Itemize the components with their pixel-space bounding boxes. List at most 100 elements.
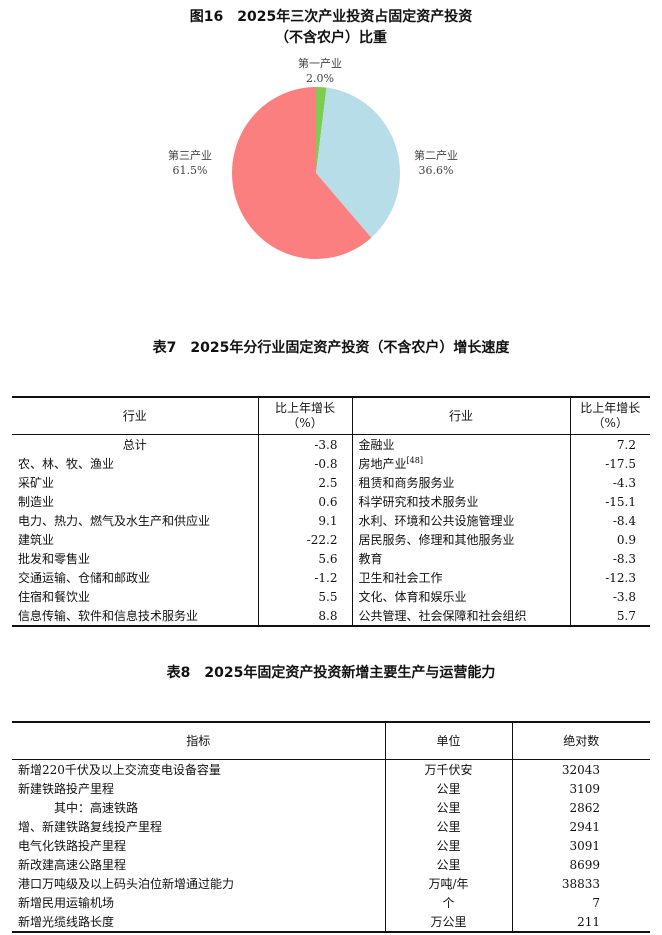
indicator-name: 新增民用运输机场 xyxy=(18,896,115,910)
header-indicator: 指标 xyxy=(12,722,385,760)
growth-value: -0.8 xyxy=(257,454,352,473)
table-row: 其中：高速铁路 公里 2862 xyxy=(12,798,650,817)
industry-name: 房地产业[48] xyxy=(351,454,570,473)
growth-value: 0.6 xyxy=(257,492,352,511)
header-growth: 比上年增长 （%） xyxy=(569,397,650,435)
unit: 公里 xyxy=(384,855,512,874)
absolute-value: 38833 xyxy=(511,874,650,893)
figure-title-line1: 图16 2025年三次产业投资占固定资产投资 xyxy=(189,9,473,25)
table8: 指标 单位 绝对数 新增220千伏及以上交流变电设备容量 万千伏安 32043 新… xyxy=(12,721,650,933)
table-row: 农、林、牧、渔业 -0.8 房地产业[48] -17.5 xyxy=(12,454,650,473)
indicator-name: 新增220千伏及以上交流变电设备容量 xyxy=(18,763,221,777)
header-unit: 单位 xyxy=(384,722,512,760)
industry-name: 交通运输、仓储和邮政业 xyxy=(18,571,151,585)
indicator-name: 其中：高速铁路 xyxy=(54,801,139,815)
table-row: 批发和零售业 5.6 教育 -8.3 xyxy=(12,549,650,568)
industry-name: 电力、热力、燃气及水生产和供应业 xyxy=(18,514,211,528)
growth-value: -12.3 xyxy=(569,568,650,587)
table-row: 电力、热力、燃气及水生产和供应业 9.1 水利、环境和公共设施管理业 -8.4 xyxy=(12,511,650,530)
absolute-value: 7 xyxy=(511,893,650,912)
industry-name: 农、林、牧、渔业 xyxy=(18,457,115,471)
growth-value: -8.3 xyxy=(569,549,650,568)
header-growth: 比上年增长 （%） xyxy=(257,397,352,435)
unit: 公里 xyxy=(384,798,512,817)
slice-value-secondary: 36.6% xyxy=(418,164,454,177)
growth-value: 5.6 xyxy=(257,549,352,568)
growth-value: 7.2 xyxy=(569,434,650,454)
slice-value-tertiary: 61.5% xyxy=(172,164,208,177)
unit: 公里 xyxy=(384,836,512,855)
growth-value: 5.7 xyxy=(569,606,650,626)
header-absolute: 绝对数 xyxy=(511,722,650,760)
table-row: 电气化铁路投产里程 公里 3091 xyxy=(12,836,650,855)
growth-value: -17.5 xyxy=(569,454,650,473)
growth-value: 9.1 xyxy=(257,511,352,530)
absolute-value: 211 xyxy=(511,912,650,932)
unit: 万吨/年 xyxy=(384,874,512,893)
table-row: 新增光缆线路长度 万公里 211 xyxy=(12,912,650,932)
absolute-value: 2862 xyxy=(511,798,650,817)
industry-name: 卫生和社会工作 xyxy=(351,568,570,587)
table-row: 新增220千伏及以上交流变电设备容量 万千伏安 32043 xyxy=(12,759,650,779)
table-row: 制造业 0.6 科学研究和技术服务业 -15.1 xyxy=(12,492,650,511)
industry-name: 金融业 xyxy=(351,434,570,454)
industry-name: 采矿业 xyxy=(18,476,55,490)
unit: 公里 xyxy=(384,779,512,798)
industry-name: 租赁和商务服务业 xyxy=(351,473,570,492)
absolute-value: 32043 xyxy=(511,759,650,779)
unit: 万千伏安 xyxy=(384,759,512,779)
industry-name: 居民服务、修理和其他服务业 xyxy=(351,530,570,549)
absolute-value: 3109 xyxy=(511,779,650,798)
unit: 万公里 xyxy=(384,912,512,932)
slice-secondary xyxy=(316,87,401,238)
table7-title: 表7 2025年分行业固定资产投资（不含农户）增长速度 xyxy=(152,340,510,356)
growth-value: -3.8 xyxy=(257,434,352,454)
table-row: 增、新建铁路复线投产里程 公里 2941 xyxy=(12,817,650,836)
industry-name: 公共管理、社会保障和社会组织 xyxy=(351,606,570,626)
absolute-value: 2941 xyxy=(511,817,650,836)
slice-tertiary xyxy=(232,87,372,259)
unit: 公里 xyxy=(384,817,512,836)
pie-chart xyxy=(232,87,401,259)
header-industry: 行业 xyxy=(351,397,570,435)
table-row: 采矿业 2.5 租赁和商务服务业 -4.3 xyxy=(12,473,650,492)
industry-name: 建筑业 xyxy=(18,533,55,547)
table7: 行业 比上年增长 （%） 行业 比上年增长 （%） 总计 -3.8 金融业 7.2 农… xyxy=(12,396,650,627)
indicator-name: 新改建高速公路里程 xyxy=(18,858,127,872)
unit: 个 xyxy=(384,893,512,912)
indicator-name: 新建铁路投产里程 xyxy=(18,782,115,796)
slice-label-primary: 第一产业 xyxy=(298,57,342,70)
growth-value: -4.3 xyxy=(569,473,650,492)
table-row: 港口万吨级及以上码头泊位新增通过能力 万吨/年 38833 xyxy=(12,874,650,893)
table-row: 新增民用运输机场 个 7 xyxy=(12,893,650,912)
industry-name: 制造业 xyxy=(18,495,55,509)
table-row: 总计 -3.8 金融业 7.2 xyxy=(12,434,650,454)
table8-title: 表8 2025年固定资产投资新增主要生产与运营能力 xyxy=(166,665,496,681)
growth-value: -1.2 xyxy=(257,568,352,587)
slice-value-primary: 2.0% xyxy=(306,72,334,85)
table-row: 住宿和餐饮业 5.5 文化、体育和娱乐业 -3.8 xyxy=(12,587,650,606)
growth-value: 0.9 xyxy=(569,530,650,549)
industry-name: 信息传输、软件和信息技术服务业 xyxy=(18,609,199,623)
table-row: 交通运输、仓储和邮政业 -1.2 卫生和社会工作 -12.3 xyxy=(12,568,650,587)
indicator-name: 电气化铁路投产里程 xyxy=(18,839,127,853)
footnote-ref: [48] xyxy=(406,456,423,465)
growth-value: -8.4 xyxy=(569,511,650,530)
industry-name: 批发和零售业 xyxy=(18,552,91,566)
figure-title-line2: （不含农户）比重 xyxy=(275,30,387,46)
growth-value: 2.5 xyxy=(257,473,352,492)
growth-value: 8.8 xyxy=(257,606,352,626)
slice-label-secondary: 第二产业 xyxy=(414,149,458,162)
indicator-name: 港口万吨级及以上码头泊位新增通过能力 xyxy=(18,877,235,891)
table-row: 建筑业 -22.2 居民服务、修理和其他服务业 0.9 xyxy=(12,530,650,549)
growth-value: -15.1 xyxy=(569,492,650,511)
indicator-name: 增、新建铁路复线投产里程 xyxy=(18,820,163,834)
absolute-value: 8699 xyxy=(511,855,650,874)
industry-name: 总计 xyxy=(122,438,147,452)
industry-name: 住宿和餐饮业 xyxy=(18,590,91,604)
industry-name: 教育 xyxy=(351,549,570,568)
growth-value: 5.5 xyxy=(257,587,352,606)
table-row: 新建铁路投产里程 公里 3109 xyxy=(12,779,650,798)
industry-name: 科学研究和技术服务业 xyxy=(351,492,570,511)
table-row: 新改建高速公路里程 公里 8699 xyxy=(12,855,650,874)
